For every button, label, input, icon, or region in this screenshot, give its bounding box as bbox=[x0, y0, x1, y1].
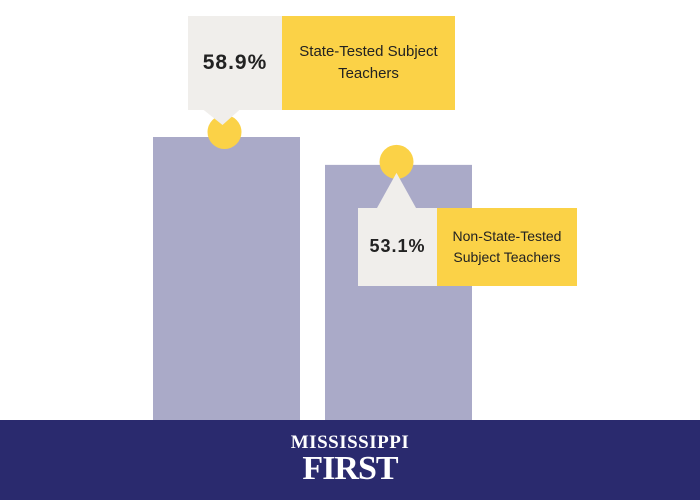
category-label: State-Tested Subject Teachers bbox=[282, 16, 455, 110]
brand-line: MISSISSIPPI bbox=[290, 432, 410, 453]
value-label: 58.9% bbox=[188, 16, 282, 110]
pointer bbox=[202, 109, 241, 125]
category-label: Non-State-Tested Subject Teachers bbox=[437, 207, 577, 286]
marker-dot bbox=[207, 115, 242, 149]
brand-line: FIRST bbox=[302, 450, 398, 487]
bar bbox=[153, 137, 300, 420]
pointer bbox=[376, 172, 417, 209]
footer bbox=[0, 420, 700, 500]
value-label: 53.1% bbox=[358, 207, 437, 286]
marker-dot bbox=[379, 144, 414, 179]
